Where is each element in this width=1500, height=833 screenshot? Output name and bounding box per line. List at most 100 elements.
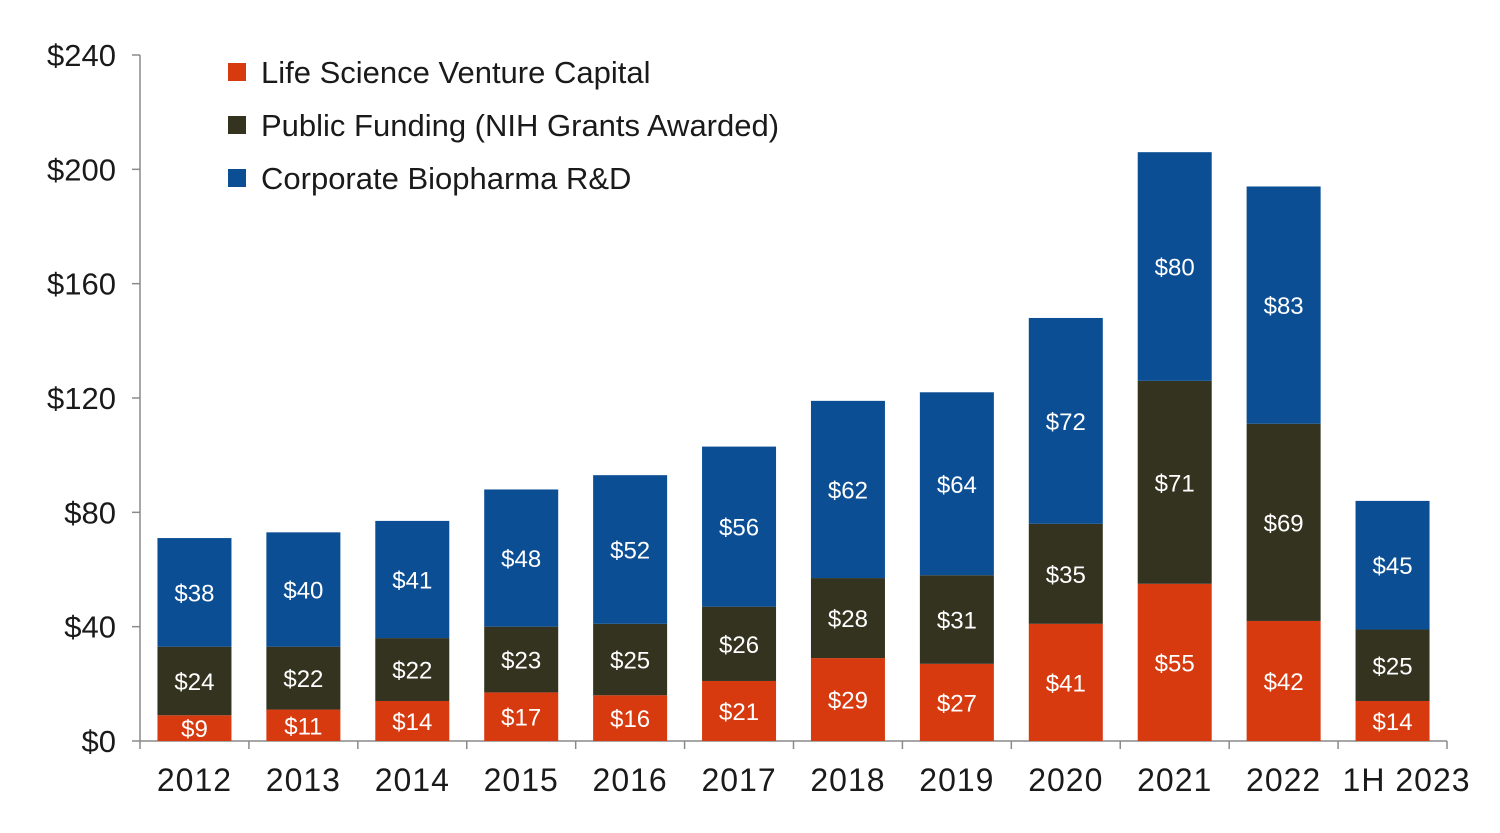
x-axis: 2012 2013 2014 2015 2016 2017 2018 2019 2020 2021…	[139, 740, 1471, 798]
x-tick-label: 2022	[1246, 762, 1321, 798]
bar-segment	[157, 646, 232, 716]
bar-segment	[484, 626, 559, 693]
bar-segment	[919, 575, 994, 664]
bar-segment	[484, 692, 559, 741]
x-tick-label: 2013	[266, 762, 341, 798]
data-label: $41	[1046, 670, 1086, 697]
data-label: $21	[719, 699, 759, 726]
x-tick-label: 2020	[1028, 762, 1103, 798]
bar-segment	[1246, 186, 1321, 424]
data-label: $42	[1264, 669, 1304, 696]
bar-segment	[157, 538, 232, 647]
bar-segment	[810, 400, 885, 579]
bar-segment	[1246, 423, 1321, 621]
bar-segment	[1246, 620, 1321, 741]
data-label: $28	[828, 606, 868, 633]
data-label: $29	[828, 688, 868, 715]
bar-segment	[1137, 380, 1212, 584]
legend-label: Life Science Venture Capital	[261, 55, 650, 90]
bar-segment	[919, 663, 994, 741]
data-label: $48	[501, 546, 541, 573]
x-tick-label: 2015	[484, 762, 559, 798]
legend-swatch	[228, 63, 246, 81]
y-tick-label: $0	[82, 724, 116, 759]
bar-segment	[1028, 623, 1103, 741]
bar-segment	[266, 709, 341, 741]
data-label: $14	[392, 709, 432, 736]
x-tick-label: 1H 2023	[1343, 762, 1471, 798]
bar-segment	[1028, 523, 1103, 624]
data-label: $83	[1264, 293, 1304, 320]
bar-segment	[702, 606, 777, 681]
bar-segment	[1355, 700, 1430, 741]
bar-segment	[1355, 500, 1430, 630]
legend-label: Corporate Biopharma R&D	[261, 161, 631, 196]
data-label: $17	[501, 705, 541, 732]
data-label: $35	[1046, 562, 1086, 589]
bar-segment	[810, 578, 885, 659]
data-label: $11	[284, 713, 322, 740]
data-label: $38	[174, 580, 214, 607]
x-tick-label: 2012	[157, 762, 232, 798]
data-label: $64	[937, 472, 977, 499]
y-tick-label: $200	[47, 152, 116, 187]
data-label: $71	[1155, 470, 1195, 497]
data-label: $56	[719, 515, 759, 542]
data-label: $72	[1046, 409, 1086, 436]
bar-segment	[702, 680, 777, 741]
bar-segment	[1137, 583, 1212, 741]
bar-segment	[702, 446, 777, 607]
x-tick-label: 2018	[810, 762, 885, 798]
bar-segment	[375, 638, 450, 701]
y-tick-label: $160	[47, 267, 116, 302]
bar-segment	[593, 623, 668, 696]
data-label: $9	[181, 716, 208, 743]
x-tick-label: 2019	[919, 762, 994, 798]
data-label: $25	[1373, 653, 1413, 680]
data-label: $14	[1373, 709, 1413, 736]
y-tick-label: $120	[47, 381, 116, 416]
data-label: $69	[1264, 510, 1304, 537]
bar-segment	[593, 475, 668, 624]
data-label: $22	[392, 658, 432, 685]
data-label: $25	[610, 648, 650, 675]
data-label: $31	[937, 608, 977, 635]
bar-segment	[919, 392, 994, 576]
data-label: $62	[828, 477, 868, 504]
bar-segment	[1137, 152, 1212, 381]
bar-segment	[1355, 629, 1430, 701]
data-label: $80	[1155, 255, 1195, 282]
bar-segment	[1028, 317, 1103, 524]
bar-segment	[375, 520, 450, 639]
data-label: $16	[610, 706, 650, 733]
data-label: $52	[610, 537, 650, 564]
x-tick-label: 2016	[593, 762, 668, 798]
bar-segment	[375, 700, 450, 741]
x-tick-label: 2021	[1137, 762, 1212, 798]
bar-segment	[593, 695, 668, 741]
bar-segment	[810, 658, 885, 741]
bar-segment	[266, 646, 341, 710]
data-label: $45	[1373, 553, 1413, 580]
bar-segment	[157, 715, 232, 741]
data-label: $24	[174, 669, 214, 696]
legend: Life Science Venture Capital Public Fundi…	[228, 55, 779, 196]
bar-segment	[266, 532, 341, 647]
data-label: $27	[937, 690, 977, 717]
y-tick-label: $240	[47, 38, 116, 73]
legend-label: Public Funding (NIH Grants Awarded)	[261, 108, 779, 143]
data-label: $22	[283, 666, 323, 693]
bar-segment	[484, 489, 559, 627]
y-axis: $0 $40 $80 $120 $160 $200 $240	[47, 38, 141, 759]
legend-swatch	[228, 116, 246, 134]
data-label: $23	[501, 648, 541, 675]
data-label: $26	[719, 632, 759, 659]
bars: $9 $24 $38 $11 $22 $40 $14 $22 $41 $17 $23 $48 $16 $2…	[157, 152, 1430, 743]
data-label: $55	[1155, 650, 1195, 677]
legend-swatch	[228, 169, 246, 187]
y-tick-label: $40	[64, 610, 116, 645]
x-tick-label: 2014	[375, 762, 450, 798]
x-tick-label: 2017	[701, 762, 776, 798]
y-tick-label: $80	[64, 495, 116, 530]
